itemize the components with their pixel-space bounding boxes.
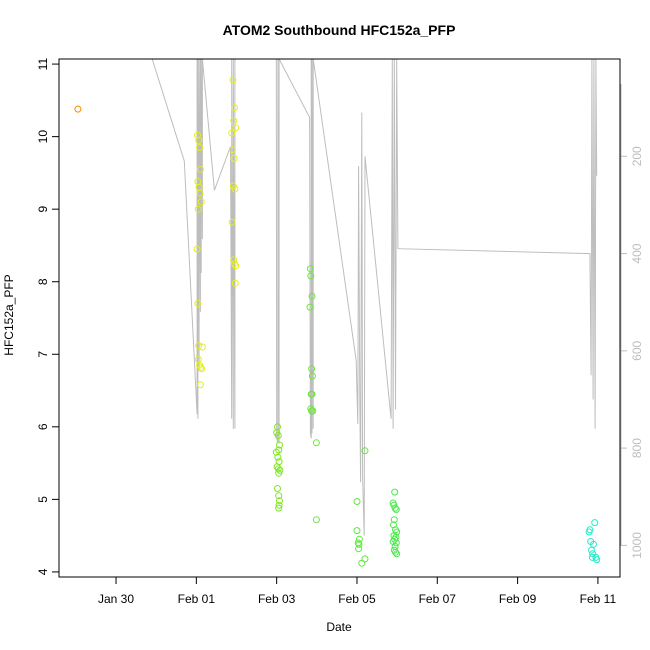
data-point [274, 432, 282, 439]
x-tick-label: Feb 09 [499, 592, 537, 606]
data-point [275, 469, 283, 477]
data-point [355, 545, 363, 553]
data-point [275, 492, 283, 500]
data-point [230, 154, 238, 162]
axes-layer: 4 5 6 7 8 9 10 11 Jan 30 Feb 01 Feb 03 Feb 05 Feb 07… [36, 58, 644, 606]
data-point [593, 556, 601, 564]
data-point [308, 390, 316, 398]
y-tick-label: 5 [36, 496, 50, 503]
data-point [193, 245, 201, 253]
data-point [275, 501, 283, 509]
y-tick-label: 8 [36, 278, 50, 285]
data-point [361, 447, 369, 455]
data-point [228, 218, 236, 226]
data-point [232, 124, 240, 132]
data-point [74, 105, 82, 113]
data-point [308, 372, 316, 380]
data-point [353, 527, 361, 535]
data-point [588, 553, 596, 561]
data-point [198, 365, 206, 373]
y-axis-label: HFC152a_PFP [2, 274, 16, 355]
data-point [196, 189, 204, 197]
data-point [232, 262, 240, 270]
data-point [361, 555, 369, 563]
x-tick-label: Feb 03 [258, 592, 296, 606]
data-point [229, 76, 237, 84]
data-point [306, 265, 314, 273]
data-point [197, 198, 205, 206]
data-point [306, 303, 314, 311]
y-tick-label: 10 [36, 130, 50, 144]
data-point [358, 559, 366, 567]
data-point [393, 550, 401, 558]
data-point [274, 465, 282, 473]
data-point [308, 292, 316, 300]
y2-tick-label: 1000 [630, 532, 644, 559]
data-point [391, 535, 399, 543]
altitude-track-line [151, 58, 598, 536]
data-point [229, 146, 236, 154]
x-tick-label: Jan 30 [98, 592, 134, 606]
data-point [355, 540, 363, 548]
data-point [196, 144, 204, 151]
data-point [390, 516, 398, 524]
data-point [196, 165, 204, 173]
data-point [591, 519, 599, 527]
x-tick-label: Feb 07 [419, 592, 457, 606]
data-point [392, 539, 400, 547]
y-tick-label: 6 [36, 423, 50, 430]
plot-frame [58, 58, 621, 578]
data-point [231, 279, 239, 287]
y2-tick-label: 800 [630, 438, 644, 458]
y-tick-label: 11 [36, 58, 50, 71]
x-axis-label: Date [326, 620, 352, 634]
data-point [274, 485, 281, 492]
y2-tick-label: 400 [630, 243, 644, 263]
data-point [353, 498, 361, 505]
data-point [308, 365, 316, 373]
y-tick-label: 4 [36, 568, 50, 575]
y2-tick-label: 600 [630, 340, 644, 360]
chart-title: ATOM2 Southbound HFC152a_PFP [223, 22, 456, 38]
data-point [198, 343, 206, 351]
data-point [392, 506, 400, 513]
data-point [276, 441, 283, 449]
data-point [194, 205, 202, 213]
data-point [196, 381, 204, 389]
y2-tick-label: 200 [630, 146, 644, 166]
data-point [195, 136, 203, 144]
data-point [275, 504, 283, 512]
y-tick-label: 9 [36, 206, 50, 213]
data-point [391, 488, 399, 496]
data-point [309, 407, 317, 415]
data-point [312, 439, 320, 447]
altitude-track-layer [151, 58, 598, 536]
data-point [274, 453, 282, 461]
data-point [231, 104, 238, 112]
data-point [194, 300, 202, 307]
data-point [355, 535, 363, 543]
y-tick-label: 7 [36, 351, 50, 358]
data-point [276, 497, 283, 505]
data-points-layer [74, 76, 601, 567]
data-point [391, 504, 399, 512]
data-point [194, 131, 201, 139]
data-point [275, 446, 283, 454]
data-point [312, 516, 320, 524]
data-point [228, 129, 236, 137]
data-point [230, 117, 238, 125]
x-tick-label: Feb 05 [338, 592, 376, 606]
data-point [195, 342, 203, 350]
data-point [585, 528, 593, 536]
data-point [231, 185, 239, 193]
x-tick-label: Feb 11 [580, 592, 617, 606]
x-tick-label: Feb 01 [178, 592, 216, 606]
data-point [392, 548, 399, 556]
data-point [307, 272, 315, 280]
data-point [588, 546, 595, 554]
